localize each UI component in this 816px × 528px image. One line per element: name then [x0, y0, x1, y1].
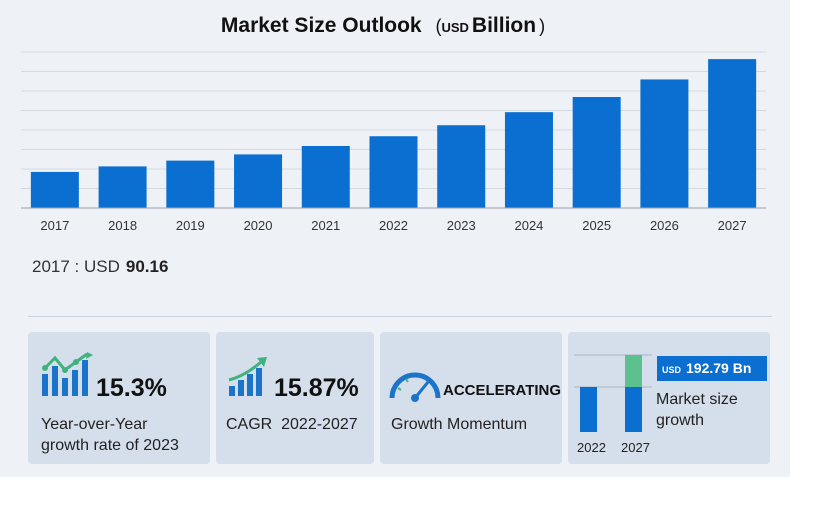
- unit-suffix: Billion: [471, 14, 537, 37]
- x-tick-label: 2021: [311, 218, 340, 233]
- mini-bar-end-growth: [625, 355, 642, 387]
- cagr-value: 15.87%: [274, 374, 359, 402]
- yoy-card: 15.3% Year-over-Year growth rate of 2023: [28, 332, 210, 464]
- x-tick-label: 2017: [40, 218, 69, 233]
- yoy-label-line1: Year-over-Year: [41, 416, 148, 433]
- base-year-value: 2017 : USD 90.16: [32, 257, 168, 277]
- trend-up-icon: [228, 357, 267, 396]
- growth-badge-prefix: USD: [662, 365, 682, 375]
- bar-2018: [98, 166, 147, 208]
- momentum-label: Growth Momentum: [391, 416, 528, 433]
- bar-2024: [504, 112, 553, 208]
- bar-2027: [708, 59, 757, 209]
- yoy-value: 15.3%: [96, 374, 167, 402]
- growth-label: Market size growth: [656, 389, 738, 431]
- growth-badge-value: 192.79 Bn: [686, 360, 752, 376]
- yoy-label: Year-over-Year growth rate of 2023: [41, 414, 179, 456]
- growth-year-start: 2022: [577, 440, 606, 455]
- bar-2025: [572, 97, 621, 208]
- bar-2023: [437, 125, 486, 208]
- market-growth-card: USD 192.79 Bn Market size growth 2022 202…: [568, 332, 770, 464]
- unit-close-paren: ): [539, 16, 546, 36]
- x-tick-label: 2019: [176, 218, 205, 233]
- growth-label-line1: Market size: [656, 391, 738, 408]
- mini-growth-chart: [574, 354, 652, 432]
- bar-2017: [30, 171, 79, 208]
- base-year-number: 90.16: [125, 257, 169, 276]
- unit-open-paren: (: [435, 16, 442, 36]
- bar-chart: 2017 2018 2019 2020 2021 2022 2023 2024 2025 2026…: [21, 51, 766, 233]
- cagr-label: CAGR 2022-2027: [226, 416, 358, 433]
- x-tick-label: 2024: [514, 218, 543, 233]
- growth-chart-icon: [42, 352, 93, 396]
- x-tick-label: 2020: [244, 218, 273, 233]
- section-divider: [28, 316, 772, 317]
- chart-title-text: Market Size Outlook: [220, 14, 422, 37]
- bar-2022: [369, 136, 418, 208]
- bar-2026: [640, 79, 689, 208]
- infographic-panel: Market Size Outlook (USD Billion) 2017 201…: [0, 0, 790, 477]
- x-tick-label: 2023: [447, 218, 476, 233]
- x-tick-label: 2026: [650, 218, 679, 233]
- x-tick-label: 2018: [108, 218, 137, 233]
- speedometer-icon: [389, 372, 441, 402]
- x-tick-label: 2022: [379, 218, 408, 233]
- momentum-card: ACCELERATING Growth Momentum: [380, 332, 562, 464]
- bar-2020: [234, 154, 283, 208]
- x-tick-label: 2027: [718, 218, 747, 233]
- bar-2021: [301, 146, 350, 208]
- momentum-value: ACCELERATING: [443, 382, 562, 399]
- growth-year-end: 2027: [621, 440, 650, 455]
- unit-prefix: USD: [441, 20, 469, 35]
- cagr-card: 15.87% CAGR 2022-2027: [216, 332, 374, 464]
- bar-2019: [166, 160, 215, 208]
- yoy-label-line2: growth rate of 2023: [41, 437, 179, 454]
- mini-bar-end-base: [625, 387, 642, 432]
- mini-bar-start: [580, 387, 597, 432]
- growth-label-line2: growth: [656, 412, 705, 429]
- base-year-label: 2017 : USD: [32, 257, 120, 276]
- chart-title: Market Size Outlook (USD Billion): [0, 14, 766, 38]
- x-tick-label: 2025: [582, 218, 611, 233]
- growth-badge: USD 192.79 Bn: [657, 356, 767, 381]
